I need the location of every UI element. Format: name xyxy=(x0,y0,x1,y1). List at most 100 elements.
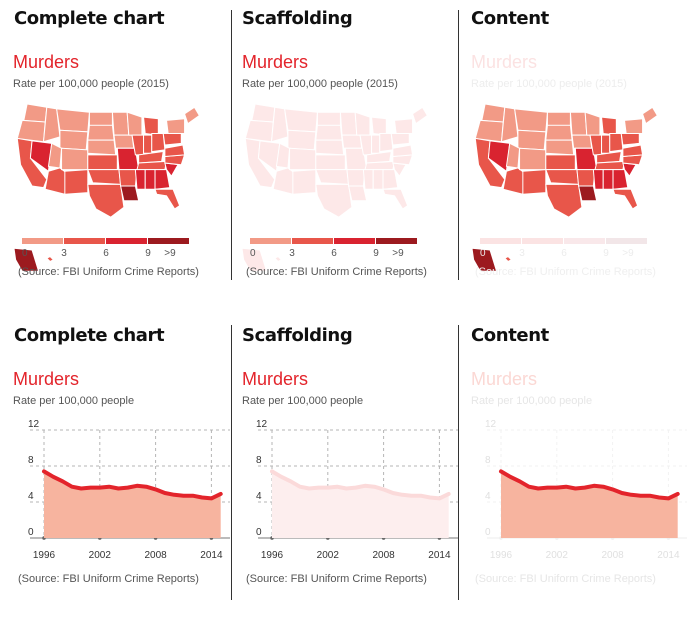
map-state-37 xyxy=(623,118,644,135)
x-tick-label: 2002 xyxy=(89,550,112,561)
y-tick-label: 12 xyxy=(485,419,497,430)
map-state-31 xyxy=(612,169,629,190)
legend-swatch-0 xyxy=(480,238,521,244)
line-series xyxy=(499,469,680,501)
y-tick-label: 8 xyxy=(485,455,491,466)
legend-tick-label: 0 xyxy=(480,248,486,259)
map-state-39 xyxy=(471,247,498,272)
line-series xyxy=(270,469,451,501)
us-map-complete: 0 3 6 9 >9 xyxy=(13,103,200,272)
y-tick-label: 0 xyxy=(28,527,34,538)
map-state-21 xyxy=(347,185,368,202)
x-tick-label: 1996 xyxy=(33,550,56,561)
heading-complete-map: Complete chart xyxy=(14,8,165,29)
x-tick-label: 1996 xyxy=(261,550,284,561)
map-state-35 xyxy=(164,144,186,158)
map-state-37 xyxy=(393,118,414,135)
legend-tick-label: 3 xyxy=(519,248,525,259)
map-source-content: (Source: FBI Uniform Crime Reports) xyxy=(475,266,656,278)
line-subtitle-content: Rate per 100,000 people xyxy=(471,395,593,407)
legend-tick-label: >9 xyxy=(392,248,404,259)
legend-tick-label: >9 xyxy=(622,248,634,259)
legend-tick-label: >9 xyxy=(164,248,176,259)
map-state-31 xyxy=(382,169,399,190)
map-state-10 xyxy=(292,169,317,195)
map-states xyxy=(241,103,428,272)
map-state-39 xyxy=(241,247,268,272)
map-state-10 xyxy=(522,169,547,195)
y-tick-label: 4 xyxy=(28,491,34,502)
x-tick-label: 2014 xyxy=(657,550,680,561)
map-states xyxy=(13,103,200,272)
legend-swatch-2 xyxy=(564,238,605,244)
heading-scaffolding-line: Scaffolding xyxy=(242,325,353,346)
map-state-38 xyxy=(183,106,200,125)
y-tick-label: 4 xyxy=(256,491,262,502)
line-source-complete: (Source: FBI Uniform Crime Reports) xyxy=(18,573,199,585)
line-source-scaffolding: (Source: FBI Uniform Crime Reports) xyxy=(246,573,427,585)
map-source-complete: (Source: FBI Uniform Crime Reports) xyxy=(18,266,199,278)
heading-scaffolding-map: Scaffolding xyxy=(242,8,353,29)
legend-tick-label: 6 xyxy=(103,248,109,259)
x-tick-label: 2008 xyxy=(372,550,395,561)
x-tick-label: 2014 xyxy=(200,550,223,561)
legend-tick-label: 0 xyxy=(22,248,28,259)
line-title-content: Murders xyxy=(471,369,538,389)
map-state-31 xyxy=(154,169,171,190)
column-divider-1 xyxy=(231,10,232,280)
legend-swatch-0 xyxy=(250,238,291,244)
column-divider-2 xyxy=(458,10,459,280)
x-tick-label: 2002 xyxy=(317,550,340,561)
y-tick-label: 8 xyxy=(256,455,262,466)
map-state-40 xyxy=(503,255,513,263)
map-state-35 xyxy=(392,144,414,158)
map-states xyxy=(471,103,658,272)
legend-swatch-1 xyxy=(64,238,105,244)
legend-tick-label: 9 xyxy=(145,248,151,259)
legend-tick-label: 0 xyxy=(250,248,256,259)
heading-complete-line: Complete chart xyxy=(14,325,165,346)
x-tick-label: 2008 xyxy=(144,550,167,561)
map-subtitle-scaffolding: Rate per 100,000 people (2015) xyxy=(242,78,398,90)
legend-swatch-1 xyxy=(292,238,333,244)
column-divider-4 xyxy=(458,325,459,600)
y-tick-label: 0 xyxy=(256,527,262,538)
map-state-40 xyxy=(45,255,55,263)
y-tick-label: 4 xyxy=(485,491,491,502)
heading-content-line: Content xyxy=(471,325,549,346)
us-map-content: 0 3 6 9 >9 xyxy=(471,103,658,272)
map-state-21 xyxy=(119,185,140,202)
line-series xyxy=(42,469,223,501)
map-state-10 xyxy=(64,169,89,195)
legend-tick-label: 9 xyxy=(373,248,379,259)
map-subtitle-content: Rate per 100,000 people (2015) xyxy=(471,78,627,90)
map-title-complete: Murders xyxy=(13,52,80,72)
column-divider-3 xyxy=(231,325,232,600)
line-subtitle-scaffolding: Rate per 100,000 people xyxy=(242,395,364,407)
heading-content-map: Content xyxy=(471,8,549,29)
line-title-complete: Murders xyxy=(13,369,80,389)
legend-swatch-3 xyxy=(606,238,647,244)
map-subtitle-complete: Rate per 100,000 people (2015) xyxy=(13,78,169,90)
map-state-37 xyxy=(165,118,186,135)
legend-tick-label: 9 xyxy=(603,248,609,259)
legend-tick-label: 3 xyxy=(289,248,295,259)
map-state-35 xyxy=(622,144,644,158)
x-tick-label: 2008 xyxy=(601,550,624,561)
y-tick-label: 12 xyxy=(28,419,40,430)
legend-tick-label: 6 xyxy=(331,248,337,259)
legend-swatch-0 xyxy=(22,238,63,244)
map-state-32 xyxy=(382,188,409,210)
map-state-21 xyxy=(577,185,598,202)
y-tick-label: 12 xyxy=(256,419,268,430)
map-title-content: Murders xyxy=(471,52,538,72)
map-state-38 xyxy=(411,106,428,125)
legend-tick-label: 6 xyxy=(561,248,567,259)
legend-swatch-3 xyxy=(376,238,417,244)
legend-swatch-2 xyxy=(106,238,147,244)
line-source-content: (Source: FBI Uniform Crime Reports) xyxy=(475,573,656,585)
legend-swatch-2 xyxy=(334,238,375,244)
map-state-39 xyxy=(13,247,40,272)
